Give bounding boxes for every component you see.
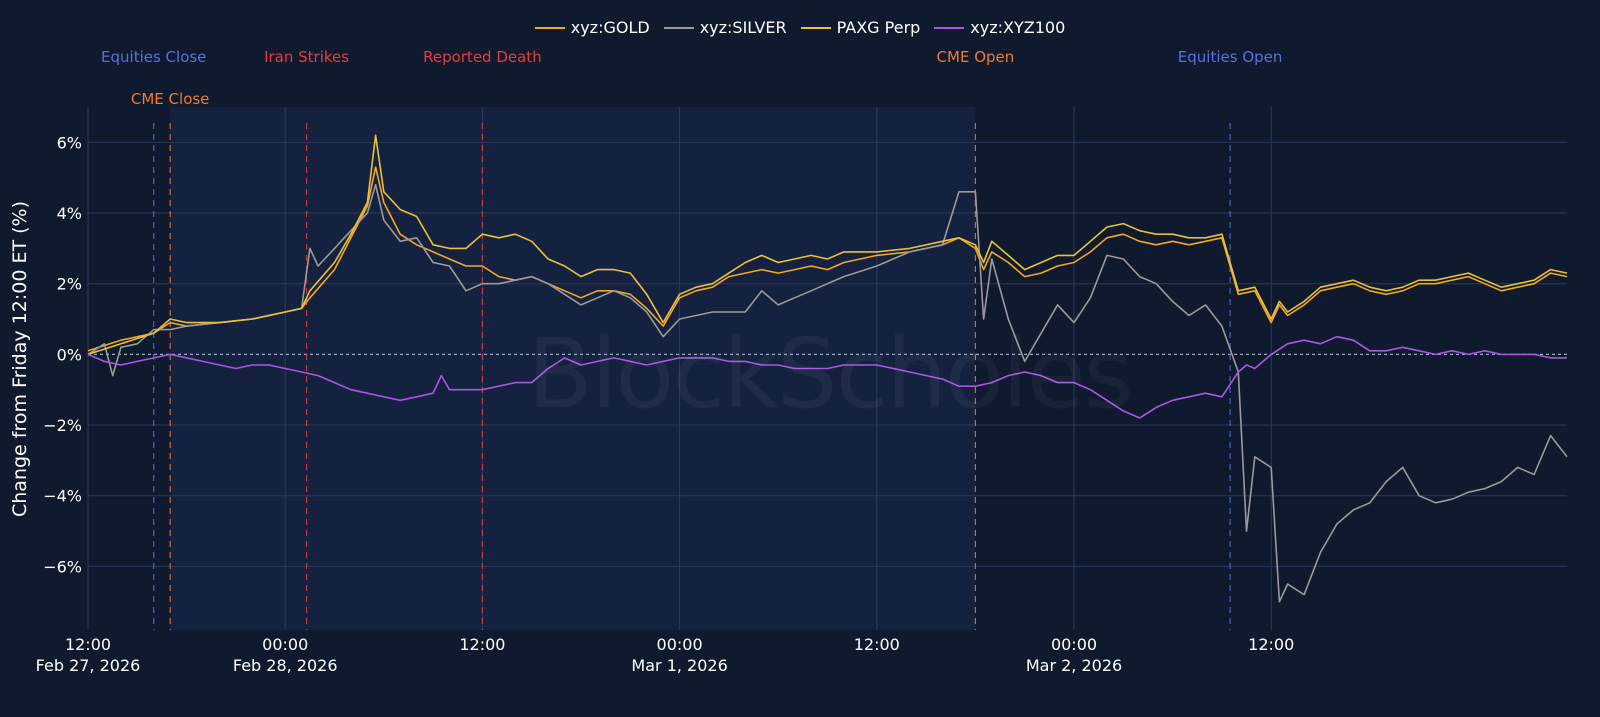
event-label: CME Close <box>131 90 210 108</box>
y-axis-title: Change from Friday 12:00 ET (%) <box>6 0 34 717</box>
legend-item[interactable]: PAXG Perp <box>800 18 921 37</box>
x-tick-date-label: Feb 27, 2026 <box>36 656 141 675</box>
legend-label: xyz:SILVER <box>699 18 787 37</box>
y-tick-label: −2% <box>43 416 82 435</box>
x-tick-label: 12:00 <box>1248 635 1294 654</box>
legend-item[interactable]: xyz:XYZ100 <box>934 18 1065 37</box>
event-label: CME Open <box>937 48 1015 66</box>
x-tick-label: 00:00 <box>657 635 703 654</box>
x-tick-date-label: Mar 2, 2026 <box>1026 656 1122 675</box>
legend-swatch <box>534 26 565 29</box>
y-tick-label: −4% <box>43 487 82 506</box>
x-tick-label: 12:00 <box>854 635 900 654</box>
y-tick-label: 0% <box>57 345 82 364</box>
x-tick-date-label: Feb 28, 2026 <box>233 656 338 675</box>
legend-label: xyz:XYZ100 <box>970 18 1066 37</box>
event-label: Equities Open <box>1178 48 1283 66</box>
x-tick-label: 00:00 <box>262 635 308 654</box>
legend: xyz:GOLD xyz:SILVER PAXG Perp xyz:XYZ100 <box>0 18 1600 37</box>
series-line <box>87 134 1568 356</box>
legend-swatch <box>663 26 694 29</box>
x-tick-label: 12:00 <box>65 635 111 654</box>
event-label: Equities Close <box>101 48 206 66</box>
y-tick-label: −6% <box>43 557 82 576</box>
y-axis-title-text: Change from Friday 12:00 ET (%) <box>9 200 31 517</box>
x-tick-date-label: Mar 1, 2026 <box>631 656 727 675</box>
legend-swatch <box>934 26 965 29</box>
legend-label: PAXG Perp <box>836 18 921 37</box>
legend-label: xyz:GOLD <box>570 18 650 37</box>
y-tick-label: 4% <box>57 204 82 223</box>
legend-item[interactable]: xyz:SILVER <box>663 18 787 37</box>
y-tick-label: 2% <box>57 275 82 294</box>
x-tick-label: 12:00 <box>459 635 505 654</box>
y-tick-label: 6% <box>57 133 82 152</box>
legend-item[interactable]: xyz:GOLD <box>534 18 650 37</box>
legend-swatch <box>800 26 831 29</box>
series-line <box>87 335 1567 419</box>
event-label: Reported Death <box>423 48 542 66</box>
x-tick-label: 00:00 <box>1051 635 1097 654</box>
series-line <box>87 166 1568 352</box>
shaded-region <box>170 107 976 630</box>
event-label: Iran Strikes <box>264 48 349 66</box>
